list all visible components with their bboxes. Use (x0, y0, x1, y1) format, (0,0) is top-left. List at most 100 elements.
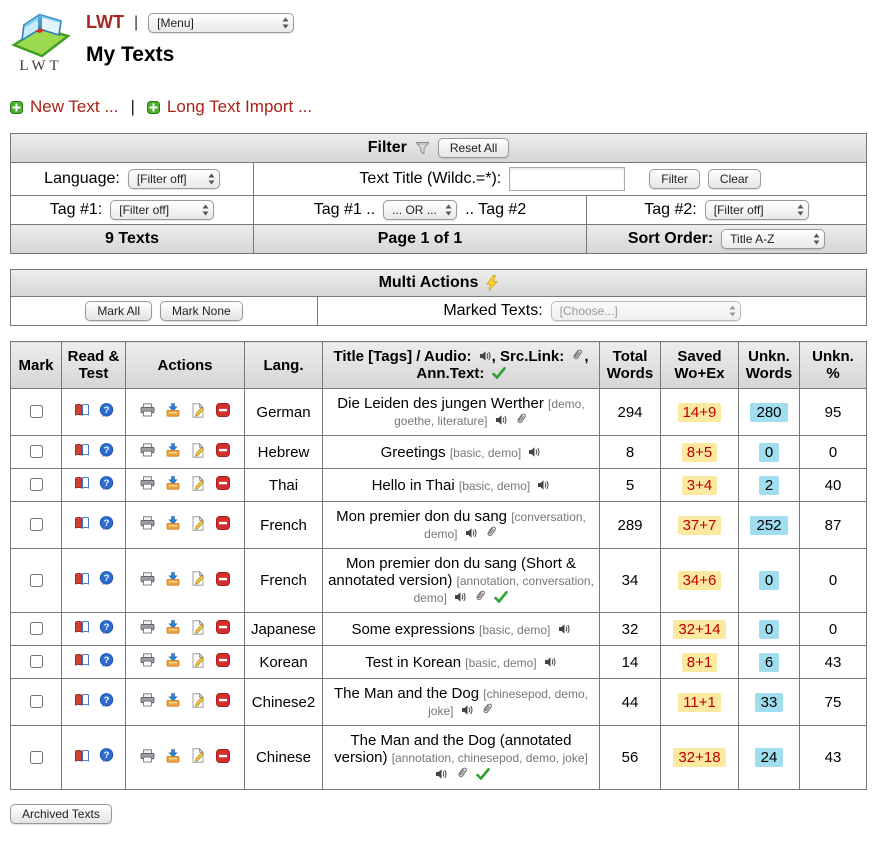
archive-icon[interactable] (166, 403, 180, 418)
print-icon[interactable] (140, 620, 155, 634)
print-icon[interactable] (140, 476, 155, 490)
long-text-import-link[interactable]: Long Text Import ... (146, 97, 312, 117)
menu-select[interactable]: [Menu] (148, 12, 295, 33)
tag-or-select-label: ... OR ... (392, 203, 437, 217)
delete-icon[interactable] (216, 653, 230, 668)
read-book-icon[interactable] (74, 403, 90, 417)
delete-icon[interactable] (216, 693, 230, 708)
edit-icon[interactable] (191, 571, 205, 587)
read-book-icon[interactable] (74, 620, 90, 634)
mark-checkbox[interactable] (30, 622, 43, 636)
edit-icon[interactable] (191, 475, 205, 491)
delete-icon[interactable] (216, 620, 230, 635)
mark-checkbox[interactable] (30, 695, 43, 709)
filter-title: Filter (367, 139, 407, 156)
test-question-icon[interactable]: ? (99, 571, 114, 586)
saved-cell: 11+1 (660, 678, 739, 727)
mark-none-button[interactable]: Mark None (160, 301, 243, 322)
test-question-icon[interactable]: ? (99, 748, 114, 763)
mark-checkbox[interactable] (30, 445, 43, 459)
test-question-icon[interactable]: ? (99, 443, 114, 458)
read-book-icon[interactable] (74, 572, 90, 586)
print-icon[interactable] (140, 653, 155, 667)
archive-icon[interactable] (166, 516, 180, 531)
archived-texts-button[interactable]: Archived Texts (10, 804, 112, 825)
mark-checkbox[interactable] (30, 655, 43, 669)
edit-icon[interactable] (191, 692, 205, 708)
delete-icon[interactable] (216, 748, 230, 763)
archive-icon[interactable] (166, 620, 180, 635)
edit-icon[interactable] (191, 402, 205, 418)
col-header-unknown-words: Unkn. Words (738, 341, 800, 390)
delete-icon[interactable] (216, 443, 230, 458)
test-question-icon[interactable]: ? (99, 653, 114, 668)
read-book-icon[interactable] (74, 653, 90, 667)
mark-checkbox[interactable] (30, 405, 43, 419)
read-book-icon[interactable] (74, 749, 90, 763)
text-title[interactable]: Die Leiden des jungen Werther (337, 395, 544, 413)
reset-all-button[interactable]: Reset All (437, 138, 510, 158)
tag1-select[interactable]: [Filter off] (110, 200, 215, 220)
mark-checkbox[interactable] (30, 478, 43, 492)
mark-checkbox[interactable] (30, 518, 43, 532)
archive-icon[interactable] (166, 653, 180, 668)
delete-icon[interactable] (216, 403, 230, 418)
print-icon[interactable] (140, 403, 155, 417)
test-question-icon[interactable]: ? (99, 403, 114, 418)
text-title[interactable]: The Man and the Dog (333, 685, 480, 703)
read-book-icon[interactable] (74, 693, 90, 707)
col-header-actions: Actions (125, 341, 245, 390)
delete-icon[interactable] (216, 516, 230, 531)
read-test-cell: ? (61, 645, 126, 680)
edit-icon[interactable] (191, 442, 205, 458)
text-title[interactable]: Test in Korean (365, 653, 462, 671)
language-select[interactable]: [Filter off] (127, 169, 220, 189)
tag2-select[interactable]: [Filter off] (704, 200, 809, 220)
text-title[interactable]: Some expressions (351, 620, 475, 638)
total-words-cell: 294 (599, 388, 661, 437)
delete-icon[interactable] (216, 571, 230, 586)
edit-icon[interactable] (191, 515, 205, 531)
mark-cell (10, 388, 62, 437)
clear-button[interactable]: Clear (707, 169, 761, 189)
print-icon[interactable] (140, 516, 155, 530)
marked-texts-select[interactable]: [Choose...] (550, 301, 741, 322)
archive-icon[interactable] (166, 749, 180, 763)
mark-checkbox[interactable] (30, 573, 43, 587)
new-text-link[interactable]: New Text ... (10, 97, 119, 117)
read-book-icon[interactable] (74, 476, 90, 490)
mark-all-button[interactable]: Mark All (85, 301, 152, 322)
test-question-icon[interactable]: ? (99, 620, 114, 635)
archive-icon[interactable] (166, 476, 180, 491)
delete-icon[interactable] (216, 476, 230, 491)
unknown-count: 280 (750, 402, 788, 422)
test-question-icon[interactable]: ? (99, 516, 114, 531)
test-question-icon[interactable]: ? (99, 476, 114, 491)
print-icon[interactable] (140, 749, 155, 763)
read-book-icon[interactable] (74, 516, 90, 530)
archive-icon[interactable] (166, 443, 180, 458)
unknown-words-cell: 0 (738, 548, 800, 614)
text-title[interactable]: Mon premier don du sang (Short & annotat… (328, 555, 577, 590)
edit-icon[interactable] (191, 748, 205, 764)
filter-button[interactable]: Filter (649, 169, 700, 189)
text-title[interactable]: Hello in Thai (371, 476, 455, 494)
read-book-icon[interactable] (74, 443, 90, 457)
text-title[interactable]: The Man and the Dog (annotated version) (334, 732, 572, 767)
archive-icon[interactable] (166, 693, 180, 708)
mark-cell (10, 678, 62, 727)
edit-icon[interactable] (191, 652, 205, 668)
annotation-check-icon (475, 768, 490, 781)
mark-checkbox[interactable] (30, 750, 43, 764)
print-icon[interactable] (140, 572, 155, 586)
archive-icon[interactable] (166, 572, 180, 586)
text-title-input[interactable] (509, 167, 626, 191)
print-icon[interactable] (140, 443, 155, 457)
text-title[interactable]: Mon premier don du sang (336, 508, 508, 526)
tag-or-select[interactable]: ... OR ... (383, 200, 458, 220)
test-question-icon[interactable]: ? (99, 693, 114, 708)
sort-order-select[interactable]: Title A-Z (721, 229, 826, 249)
edit-icon[interactable] (191, 619, 205, 635)
print-icon[interactable] (140, 693, 155, 707)
text-title[interactable]: Greetings (380, 443, 446, 461)
